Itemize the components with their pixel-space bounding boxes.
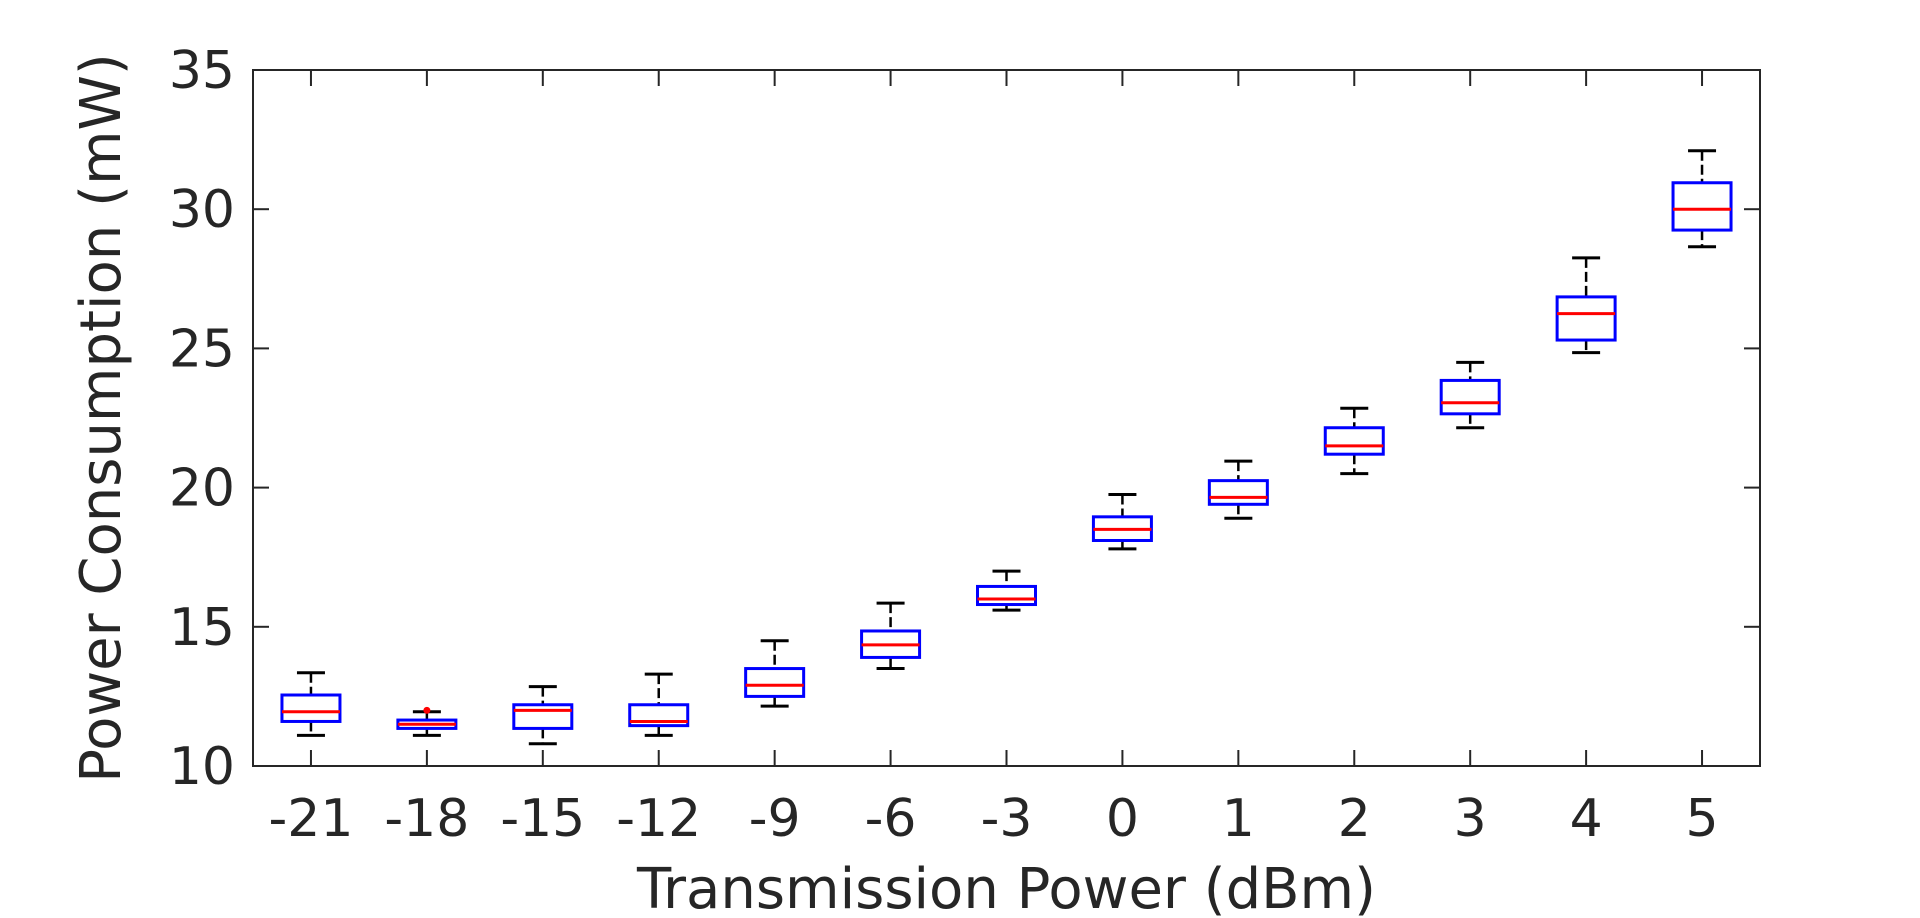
box--18 [396,706,458,737]
box-0 [1091,493,1153,551]
box--6 [860,601,922,671]
x-tick-label: -21 [268,789,353,849]
x-tick-label: -12 [616,789,701,849]
x-tick-label: 5 [1685,789,1718,849]
iqr-box [1555,295,1617,342]
y-tick-label: 30 [169,180,235,240]
box-3 [1439,360,1501,430]
y-axis: 10 15 20 25 30 35 [169,41,1760,797]
x-tick-label: -15 [500,789,585,849]
outlier-point [423,706,431,714]
box--3 [976,569,1037,612]
box--15 [512,685,574,746]
box-2 [1323,406,1385,476]
box--21 [280,671,342,737]
y-axis-label: Power Consumption (mW) [69,53,134,782]
x-tick-label: 2 [1338,789,1371,849]
box-4 [1555,256,1617,355]
x-tick-label: -18 [384,789,469,849]
iqr-box [512,703,574,730]
iqr-box [628,703,690,728]
iqr-box [1439,378,1501,416]
box-5 [1671,149,1733,249]
y-tick-label: 20 [169,459,235,519]
box-1 [1207,459,1269,520]
y-tick-label: 25 [169,319,235,379]
y-tick-label: 35 [169,41,235,101]
x-axis-label: Transmission Power (dBm) [636,857,1376,918]
iqr-box [1671,181,1733,232]
iqr-box [1323,426,1385,456]
x-tick-label: -9 [749,789,801,849]
box--9 [744,639,806,708]
plot-area-frame [252,69,1761,767]
box--12 [628,672,690,737]
x-tick-label: 4 [1570,789,1603,849]
x-tick-label: -6 [865,789,917,849]
x-tick-label: 0 [1106,789,1139,849]
x-axis: -21 -18 -15 -12 -9 -6 -3 0 1 2 3 4 5 [268,70,1719,849]
plot-marks [280,149,1733,746]
y-tick-label: 10 [169,737,235,797]
iqr-box [976,584,1037,607]
x-tick-label: 3 [1454,789,1487,849]
iqr-box [280,693,342,723]
x-tick-label: -3 [981,789,1033,849]
x-tick-label: 1 [1222,789,1255,849]
iqr-box [744,667,806,698]
iqr-box [1207,479,1269,506]
y-tick-label: 15 [169,598,235,658]
